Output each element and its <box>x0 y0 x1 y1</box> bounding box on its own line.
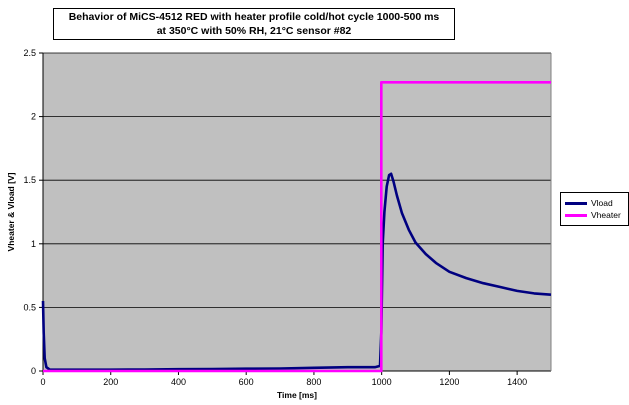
series-lines <box>41 81 552 373</box>
x-tick-label: 400 <box>171 377 186 387</box>
y-tick-label: 0.5 <box>23 302 36 312</box>
legend-swatch-vload <box>565 201 587 205</box>
legend-swatch-vheater <box>565 213 587 217</box>
y-tick-label: 0 <box>31 366 36 376</box>
x-tick-label: 200 <box>103 377 118 387</box>
x-axis-label: Time [ms] <box>277 390 317 400</box>
y-tick-label: 1 <box>31 239 36 249</box>
legend-label-vload: Vload <box>591 198 613 208</box>
legend-item-vload: Vload <box>565 197 628 209</box>
chart-title-line-1: Behavior of MiCS-4512 RED with heater pr… <box>68 11 440 23</box>
series-line-vheater <box>43 81 551 373</box>
x-tick-label: 1000 <box>372 377 392 387</box>
x-tick-label: 800 <box>306 377 321 387</box>
y-tick-label: 2 <box>31 112 36 122</box>
legend-label-vheater: Vheater <box>591 210 621 220</box>
x-tick-label: 1400 <box>507 377 527 387</box>
tick-labels: 0 0.5 1 1.5 2 2.5 0 200 400 600 800 1000 1200 1400 <box>23 48 527 387</box>
y-tick-label: 2.5 <box>23 48 36 58</box>
x-tick-label: 0 <box>40 377 45 387</box>
y-tick-label: 1.5 <box>23 175 36 185</box>
legend: Vload Vheater <box>560 192 629 226</box>
chart-title-line-2: at 350°C with 50% RH, 21°C sensor #82 <box>156 25 352 37</box>
chart-title: Behavior of MiCS-4512 RED with heater pr… <box>53 8 455 40</box>
x-tick-label: 600 <box>239 377 254 387</box>
plot-area <box>43 53 551 371</box>
y-axis-label: Vheater & Vload [V] <box>6 172 16 251</box>
x-tick-label: 1200 <box>439 377 459 387</box>
legend-item-vheater: Vheater <box>565 209 628 221</box>
gridlines <box>43 52 551 308</box>
